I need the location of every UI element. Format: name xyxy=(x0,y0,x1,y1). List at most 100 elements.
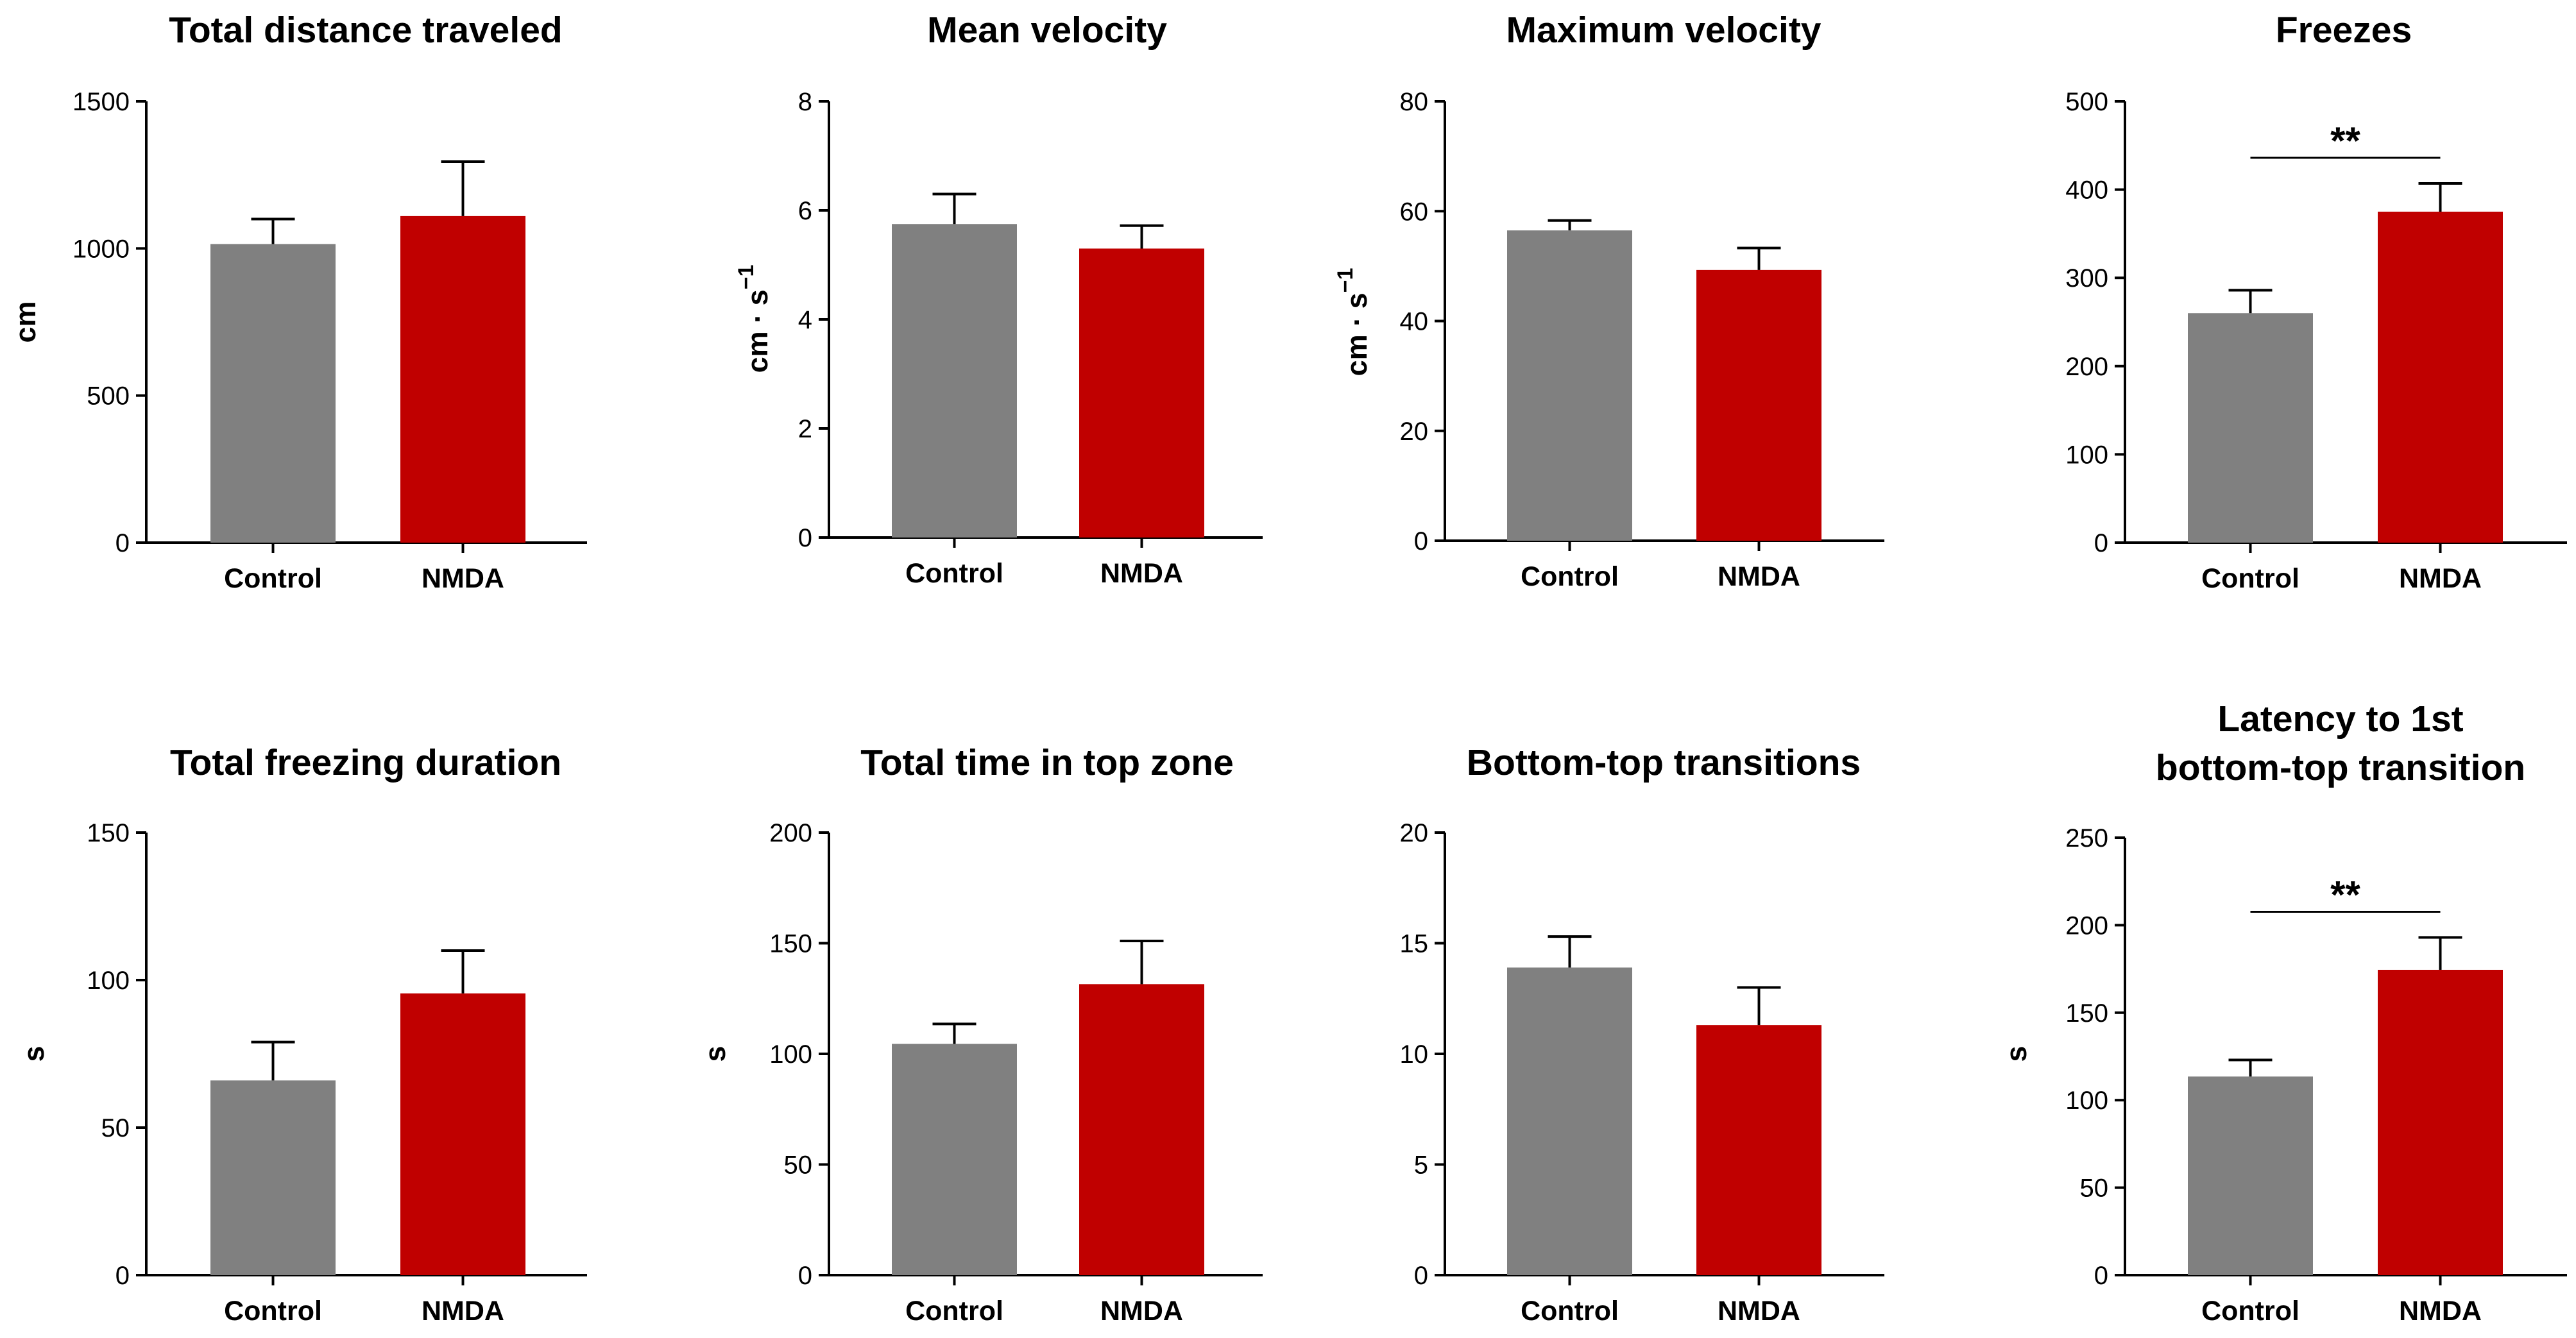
y-tick-label: 250 xyxy=(2065,824,2108,852)
y-tick-label: 0 xyxy=(2094,1262,2108,1290)
y-tick-label: 200 xyxy=(2065,911,2108,940)
panel-title: Total distance traveled xyxy=(169,10,562,51)
y-tick-label: 10 xyxy=(1400,1040,1429,1069)
bar-nmda xyxy=(1696,269,1821,541)
y-axis-label: cm · s−1 xyxy=(734,265,774,373)
panel-latency-first-transition: Latency to 1st bottom-top transition s 0 5… xyxy=(2000,699,2567,1326)
y-axis-label-text: cm · s xyxy=(1340,292,1373,376)
y-tick-label: 0 xyxy=(1414,527,1428,555)
title-line: Latency to 1st xyxy=(2217,699,2463,740)
y-tick-label: 4 xyxy=(798,306,812,334)
y-tick-label: 500 xyxy=(2065,88,2108,116)
significance-marker: ** xyxy=(2330,119,2360,162)
x-category-label: Control xyxy=(224,1296,322,1326)
y-axis-label: s xyxy=(2000,1046,2033,1062)
y-tick-label: 20 xyxy=(1400,418,1429,446)
x-category-label: NMDA xyxy=(422,1296,504,1326)
bar-control xyxy=(210,1080,336,1275)
panel-bottom-top-transitions: Bottom-top transitions 0 5 10 15 20 Control NM… xyxy=(1400,742,1884,1326)
panel-title: Total time in top zone xyxy=(860,742,1234,783)
panel-mean-velocity: Mean velocity cm · s−1 0 2 4 6 8 Control NMDA xyxy=(734,10,1263,589)
title-line: Freezes xyxy=(2276,10,2412,51)
x-category-label: NMDA xyxy=(422,563,504,594)
bar-nmda xyxy=(1079,984,1204,1275)
x-category-label: Control xyxy=(2201,1296,2299,1326)
y-tick-label: 200 xyxy=(769,819,812,847)
y-axis-label-text: cm · s xyxy=(741,289,774,373)
y-tick-label: 0 xyxy=(1414,1262,1428,1290)
y-tick-label: 60 xyxy=(1400,198,1429,226)
y-tick-label: 2 xyxy=(798,415,812,443)
title-line: Mean velocity xyxy=(927,10,1167,51)
y-axis-label-text: s xyxy=(699,1046,731,1062)
bar-control xyxy=(892,1044,1017,1275)
y-tick-label: 0 xyxy=(115,1262,130,1290)
y-tick-label: 1000 xyxy=(73,235,130,263)
y-tick-label: 300 xyxy=(2065,264,2108,292)
bar-nmda xyxy=(1696,1025,1821,1275)
title-line: Maximum velocity xyxy=(1506,10,1821,51)
y-tick-label: 0 xyxy=(115,529,130,557)
y-tick-label: 100 xyxy=(2065,1087,2108,1115)
y-axis-label: cm xyxy=(9,301,42,343)
y-tick-label: 0 xyxy=(798,524,812,552)
x-category-label: NMDA xyxy=(2399,563,2482,594)
bar-control xyxy=(892,224,1017,538)
y-tick-label: 1500 xyxy=(73,88,130,116)
y-tick-label: 100 xyxy=(87,967,130,995)
title-line: Total freezing duration xyxy=(170,742,561,783)
x-category-label: Control xyxy=(905,558,1003,589)
y-axis-label-superscript: −1 xyxy=(1333,268,1358,293)
x-category-label: NMDA xyxy=(1718,1296,1800,1326)
panel-title: Maximum velocity xyxy=(1506,10,1821,51)
x-category-label: Control xyxy=(224,563,322,594)
bar-control xyxy=(2188,1076,2313,1275)
y-tick-label: 6 xyxy=(798,197,812,225)
y-axis-label-text: s xyxy=(2000,1046,2033,1062)
bar-nmda xyxy=(2378,969,2503,1275)
y-tick-label: 50 xyxy=(784,1151,813,1180)
bar-nmda xyxy=(400,993,525,1275)
y-tick-label: 15 xyxy=(1400,930,1429,958)
panel-title: Total freezing duration xyxy=(170,742,561,783)
y-tick-label: 150 xyxy=(2065,999,2108,1028)
x-category-label: Control xyxy=(1521,561,1619,592)
panel-title: Latency to 1st bottom-top transition xyxy=(2156,699,2525,788)
y-axis-label-text: cm xyxy=(9,301,42,343)
panel-total-time-top-zone: Total time in top zone s 0 50 100 150 200 Con… xyxy=(699,742,1263,1326)
panel-title: Freezes xyxy=(2276,10,2412,51)
bar-control xyxy=(2188,313,2313,543)
bar-nmda xyxy=(400,216,525,543)
y-tick-label: 20 xyxy=(1400,819,1429,847)
title-line: Total distance traveled xyxy=(169,10,562,51)
y-axis-label: s xyxy=(17,1046,50,1062)
bar-control xyxy=(210,244,336,543)
bar-control xyxy=(1507,967,1632,1275)
x-category-label: Control xyxy=(905,1296,1003,1326)
y-tick-label: 150 xyxy=(769,930,812,958)
title-line: Total time in top zone xyxy=(860,742,1234,783)
y-axis-label-text: s xyxy=(17,1046,50,1062)
x-category-label: NMDA xyxy=(2399,1296,2482,1326)
bar-nmda xyxy=(2378,212,2503,543)
panel-title: Bottom-top transitions xyxy=(1467,742,1861,783)
panel-total-freezing-duration: Total freezing duration s 0 50 100 150 Contr… xyxy=(17,742,587,1326)
y-tick-label: 150 xyxy=(87,819,130,847)
panel-title: Mean velocity xyxy=(927,10,1167,51)
y-tick-label: 100 xyxy=(769,1040,812,1069)
panel-total-distance: Total distance traveled cm 0 500 1000 1500 C… xyxy=(9,10,587,594)
significance-marker: ** xyxy=(2330,873,2360,916)
y-tick-label: 200 xyxy=(2065,353,2108,381)
y-tick-label: 0 xyxy=(798,1262,812,1290)
y-tick-label: 8 xyxy=(798,88,812,116)
y-tick-label: 5 xyxy=(1414,1151,1428,1180)
x-category-label: Control xyxy=(1521,1296,1619,1326)
bar-nmda xyxy=(1079,248,1204,538)
y-tick-label: 40 xyxy=(1400,308,1429,336)
y-tick-label: 500 xyxy=(87,382,130,411)
y-tick-label: 50 xyxy=(2080,1174,2109,1203)
panel-maximum-velocity: Maximum velocity cm · s−1 0 20 40 60 80 Contr… xyxy=(1333,10,1884,592)
title-line: bottom-top transition xyxy=(2156,747,2525,788)
y-axis-label-superscript: −1 xyxy=(734,265,758,290)
